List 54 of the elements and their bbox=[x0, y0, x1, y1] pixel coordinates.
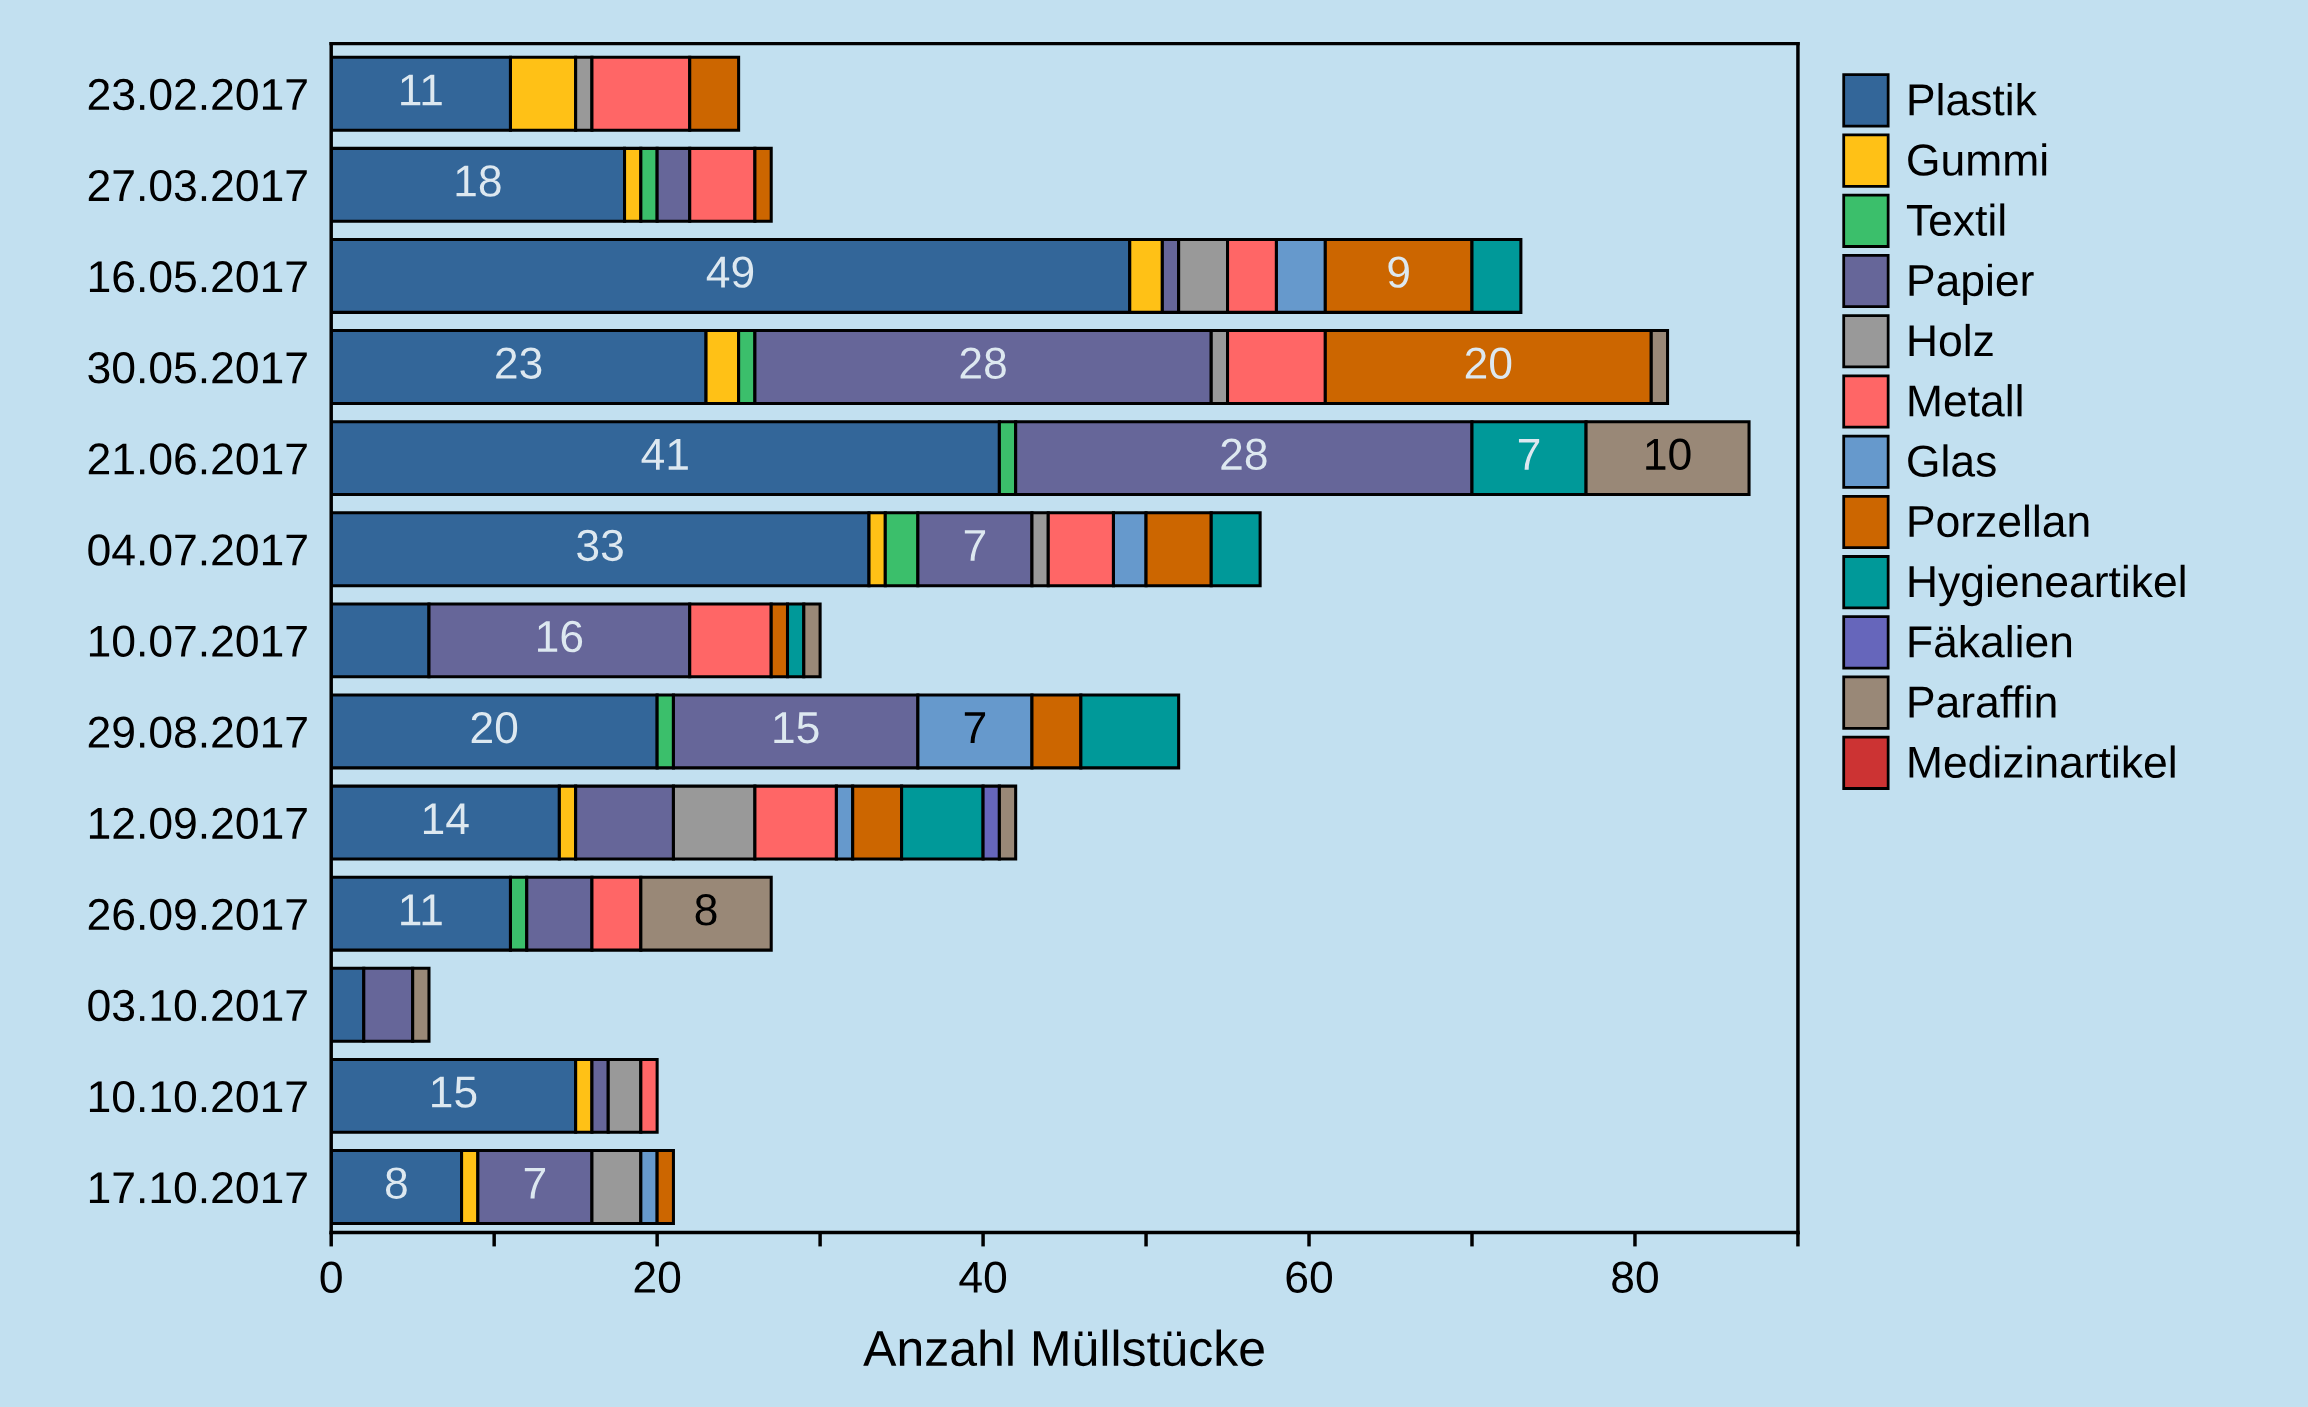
legend-label: Holz bbox=[1909, 323, 1993, 357]
x-tick-label: 40 bbox=[959, 1261, 1007, 1293]
legend-label: Papier bbox=[1909, 263, 2034, 306]
data-label: 7 bbox=[524, 1167, 546, 1199]
data-label: 20 bbox=[1465, 347, 1512, 379]
legend-label: Porzellan bbox=[1909, 504, 2089, 538]
y-tick-label: 21.06.2017 bbox=[88, 443, 307, 475]
y-tick-label: 12.09.2017 bbox=[89, 807, 307, 840]
data-label: 15 bbox=[432, 1076, 477, 1108]
legend-label: Gummi bbox=[1908, 143, 2047, 176]
legend-label: Fäkalien bbox=[1909, 624, 2072, 658]
data-label: 8 bbox=[695, 894, 717, 926]
legend-label: Glas bbox=[1908, 444, 1996, 477]
data-label: 18 bbox=[456, 165, 501, 197]
legend-label: Plastik bbox=[1909, 82, 2037, 116]
data-label: 20 bbox=[471, 711, 518, 744]
x-tick-label: 20 bbox=[634, 1261, 681, 1293]
data-label: 7 bbox=[1518, 439, 1540, 470]
data-label: 10 bbox=[1646, 438, 1691, 471]
data-label: 9 bbox=[1388, 256, 1409, 288]
data-label: 28 bbox=[1221, 438, 1267, 471]
x-tick-label: 80 bbox=[1612, 1261, 1658, 1293]
y-tick-label: 17.10.2017 bbox=[89, 1172, 307, 1204]
data-label: 16 bbox=[538, 620, 583, 653]
data-label: 14 bbox=[423, 803, 469, 835]
data-label: 49 bbox=[706, 256, 754, 288]
data-label: 23 bbox=[496, 347, 542, 379]
data-label: 7 bbox=[964, 530, 986, 561]
y-tick-label: 03.10.2017 bbox=[88, 989, 307, 1022]
y-tick-label: 26.09.2017 bbox=[88, 898, 307, 931]
y-tick-label: 23.02.2017 bbox=[88, 78, 307, 111]
legend-label: Metall bbox=[1909, 384, 2022, 417]
data-label: 41 bbox=[641, 439, 688, 470]
y-tick-label: 10.10.2017 bbox=[89, 1080, 307, 1113]
data-label: 28 bbox=[960, 347, 1006, 379]
data-label: 11 bbox=[401, 74, 442, 106]
legend-label: Paraffin bbox=[1909, 685, 2056, 718]
y-tick-label: 27.03.2017 bbox=[88, 169, 307, 202]
y-tick-label: 30.05.2017 bbox=[88, 352, 307, 384]
data-label: 7 bbox=[964, 712, 986, 743]
y-tick-label: 29.08.2017 bbox=[88, 716, 307, 748]
x-tick-label: 0 bbox=[320, 1261, 342, 1293]
y-tick-label: 10.07.2017 bbox=[89, 625, 307, 657]
data-label: 15 bbox=[774, 712, 819, 744]
legend-label: Textil bbox=[1906, 203, 2005, 237]
y-tick-label: 16.05.2017 bbox=[89, 261, 307, 293]
data-label: 11 bbox=[401, 894, 442, 926]
legend-label: Medizinartikel bbox=[1909, 745, 2175, 779]
x-tick-label: 60 bbox=[1286, 1261, 1332, 1293]
y-tick-label: 04.07.2017 bbox=[88, 534, 307, 566]
data-label: 8 bbox=[385, 1167, 407, 1199]
x-axis-title: Anzahl Müllstücke bbox=[863, 1329, 1264, 1367]
data-label: 33 bbox=[577, 529, 623, 562]
legend-label: Hygieneartikel bbox=[1909, 564, 2185, 607]
